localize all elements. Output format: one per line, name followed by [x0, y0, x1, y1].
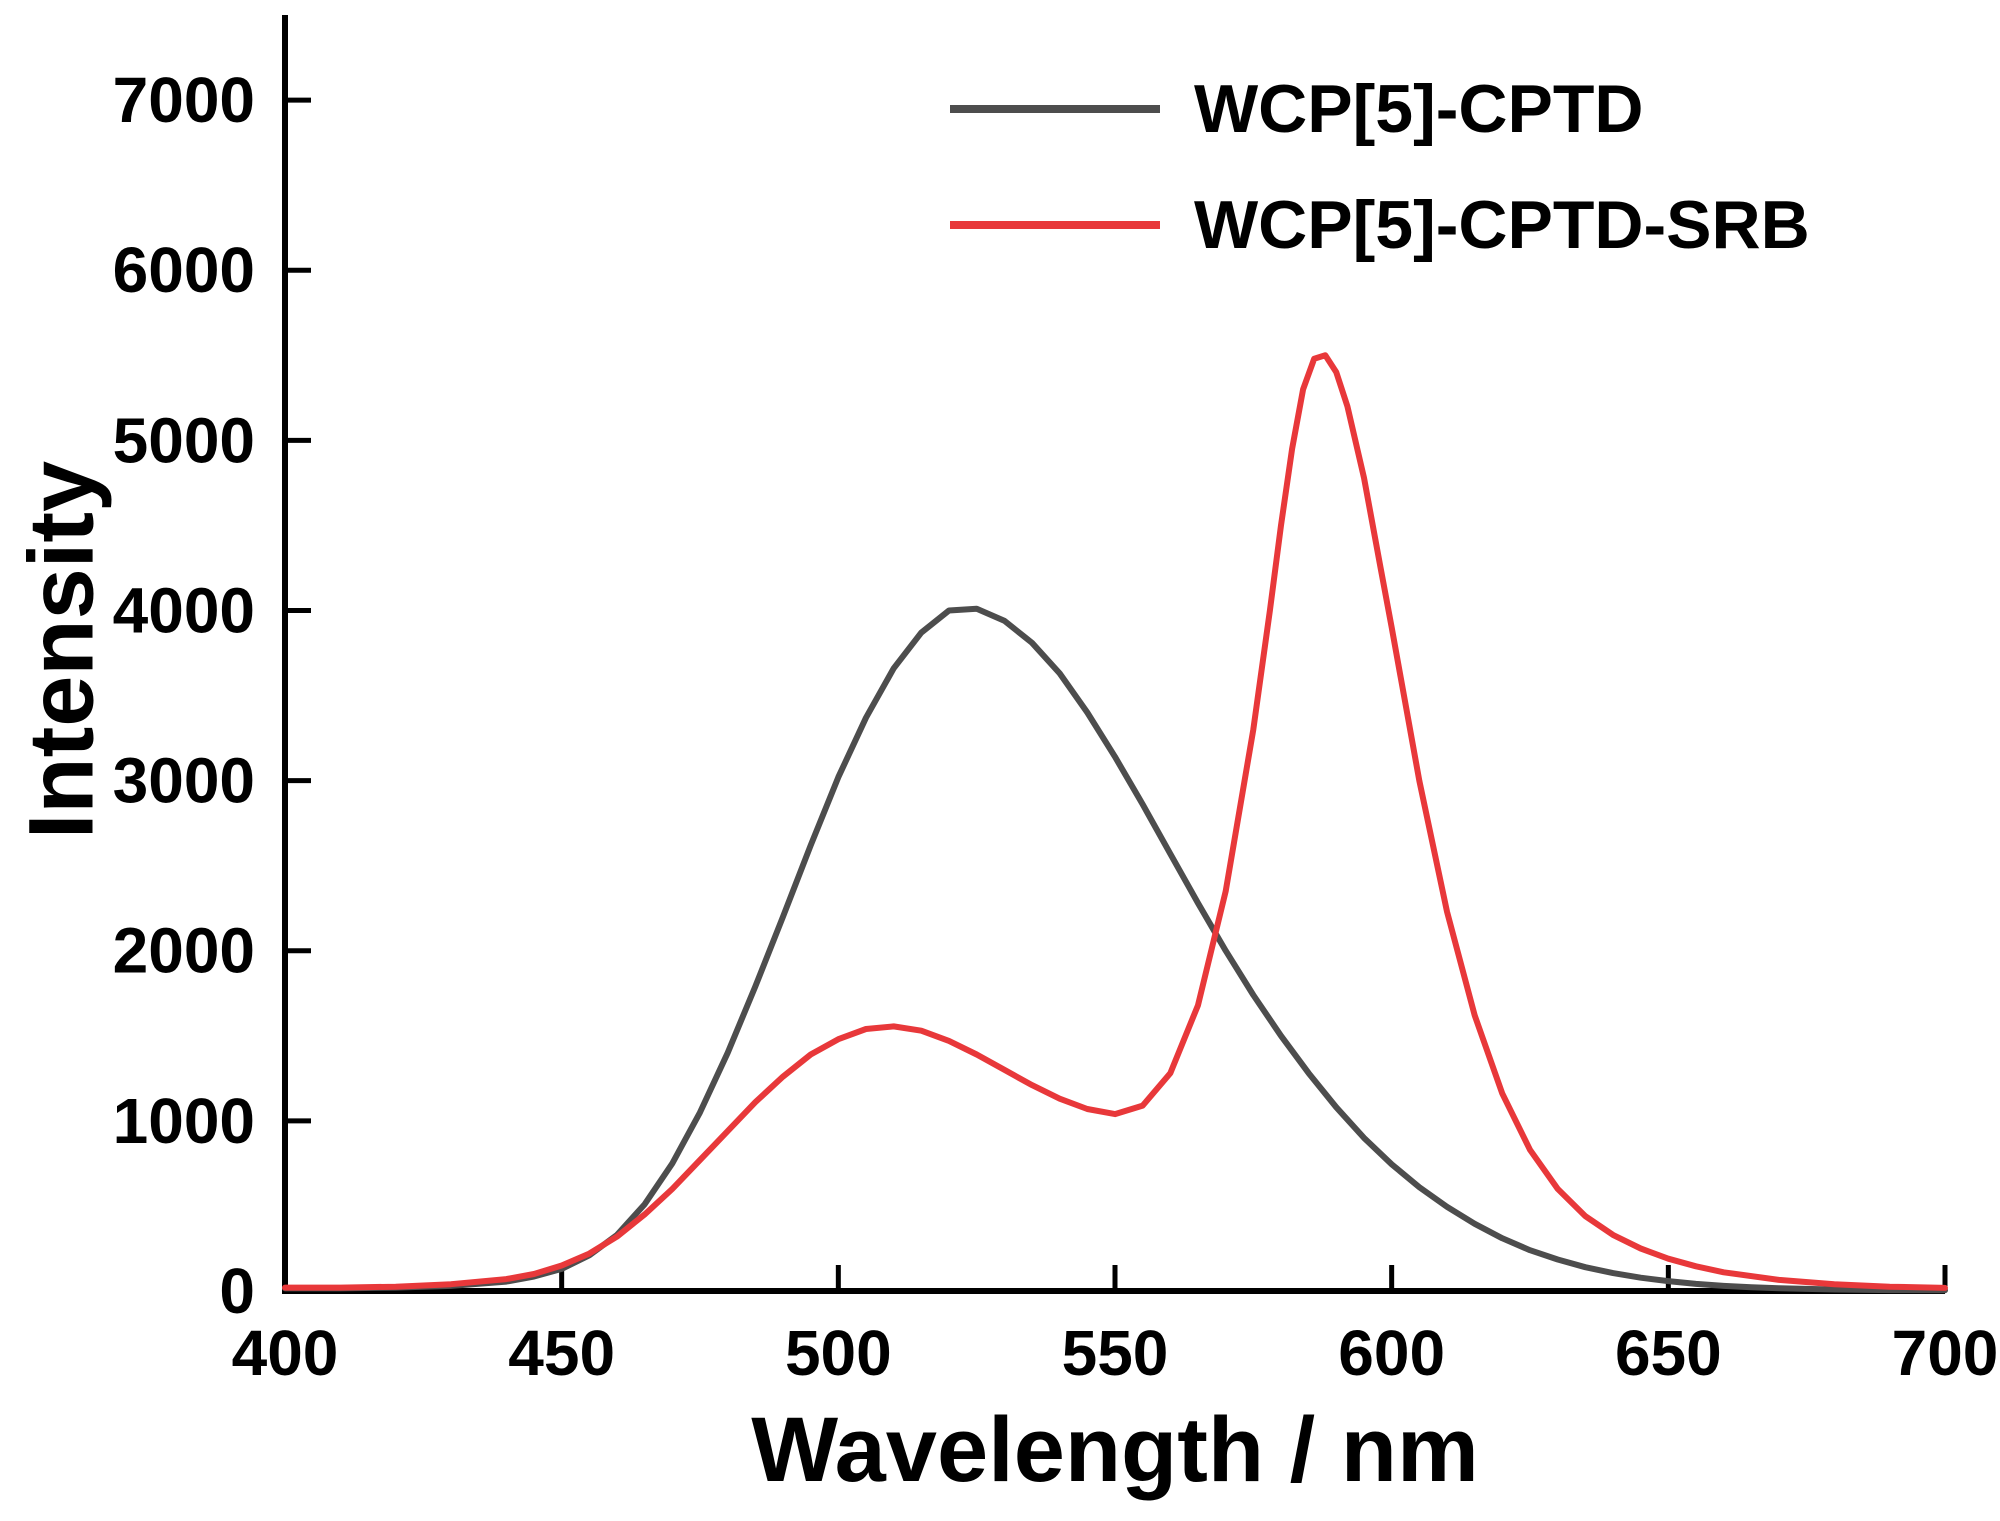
svg-text:700: 700	[1892, 1317, 1999, 1389]
svg-text:450: 450	[508, 1317, 615, 1389]
legend-line-wcp5-cptd-srb	[950, 221, 1160, 229]
legend-label: WCP[5]-CPTD	[1194, 71, 1644, 147]
svg-text:5000: 5000	[113, 404, 255, 476]
legend-item: WCP[5]-CPTD	[950, 70, 1810, 148]
svg-text:7000: 7000	[113, 64, 255, 136]
svg-text:4000: 4000	[113, 574, 255, 646]
svg-text:500: 500	[785, 1317, 892, 1389]
svg-text:0: 0	[219, 1255, 255, 1327]
y-axis-label: Intensity	[10, 460, 113, 840]
legend-line-wcp5-cptd	[950, 105, 1160, 113]
svg-text:6000: 6000	[113, 234, 255, 306]
svg-text:1000: 1000	[113, 1085, 255, 1157]
legend-label: WCP[5]-CPTD-SRB	[1194, 187, 1810, 263]
legend: WCP[5]-CPTD WCP[5]-CPTD-SRB	[950, 70, 1810, 264]
svg-text:3000: 3000	[113, 745, 255, 817]
legend-item: WCP[5]-CPTD-SRB	[950, 186, 1810, 264]
svg-text:550: 550	[1062, 1317, 1169, 1389]
svg-text:400: 400	[232, 1317, 339, 1389]
svg-text:650: 650	[1615, 1317, 1722, 1389]
x-axis-label: Wavelength / nm	[751, 1399, 1479, 1501]
svg-text:600: 600	[1338, 1317, 1445, 1389]
svg-text:2000: 2000	[113, 915, 255, 987]
